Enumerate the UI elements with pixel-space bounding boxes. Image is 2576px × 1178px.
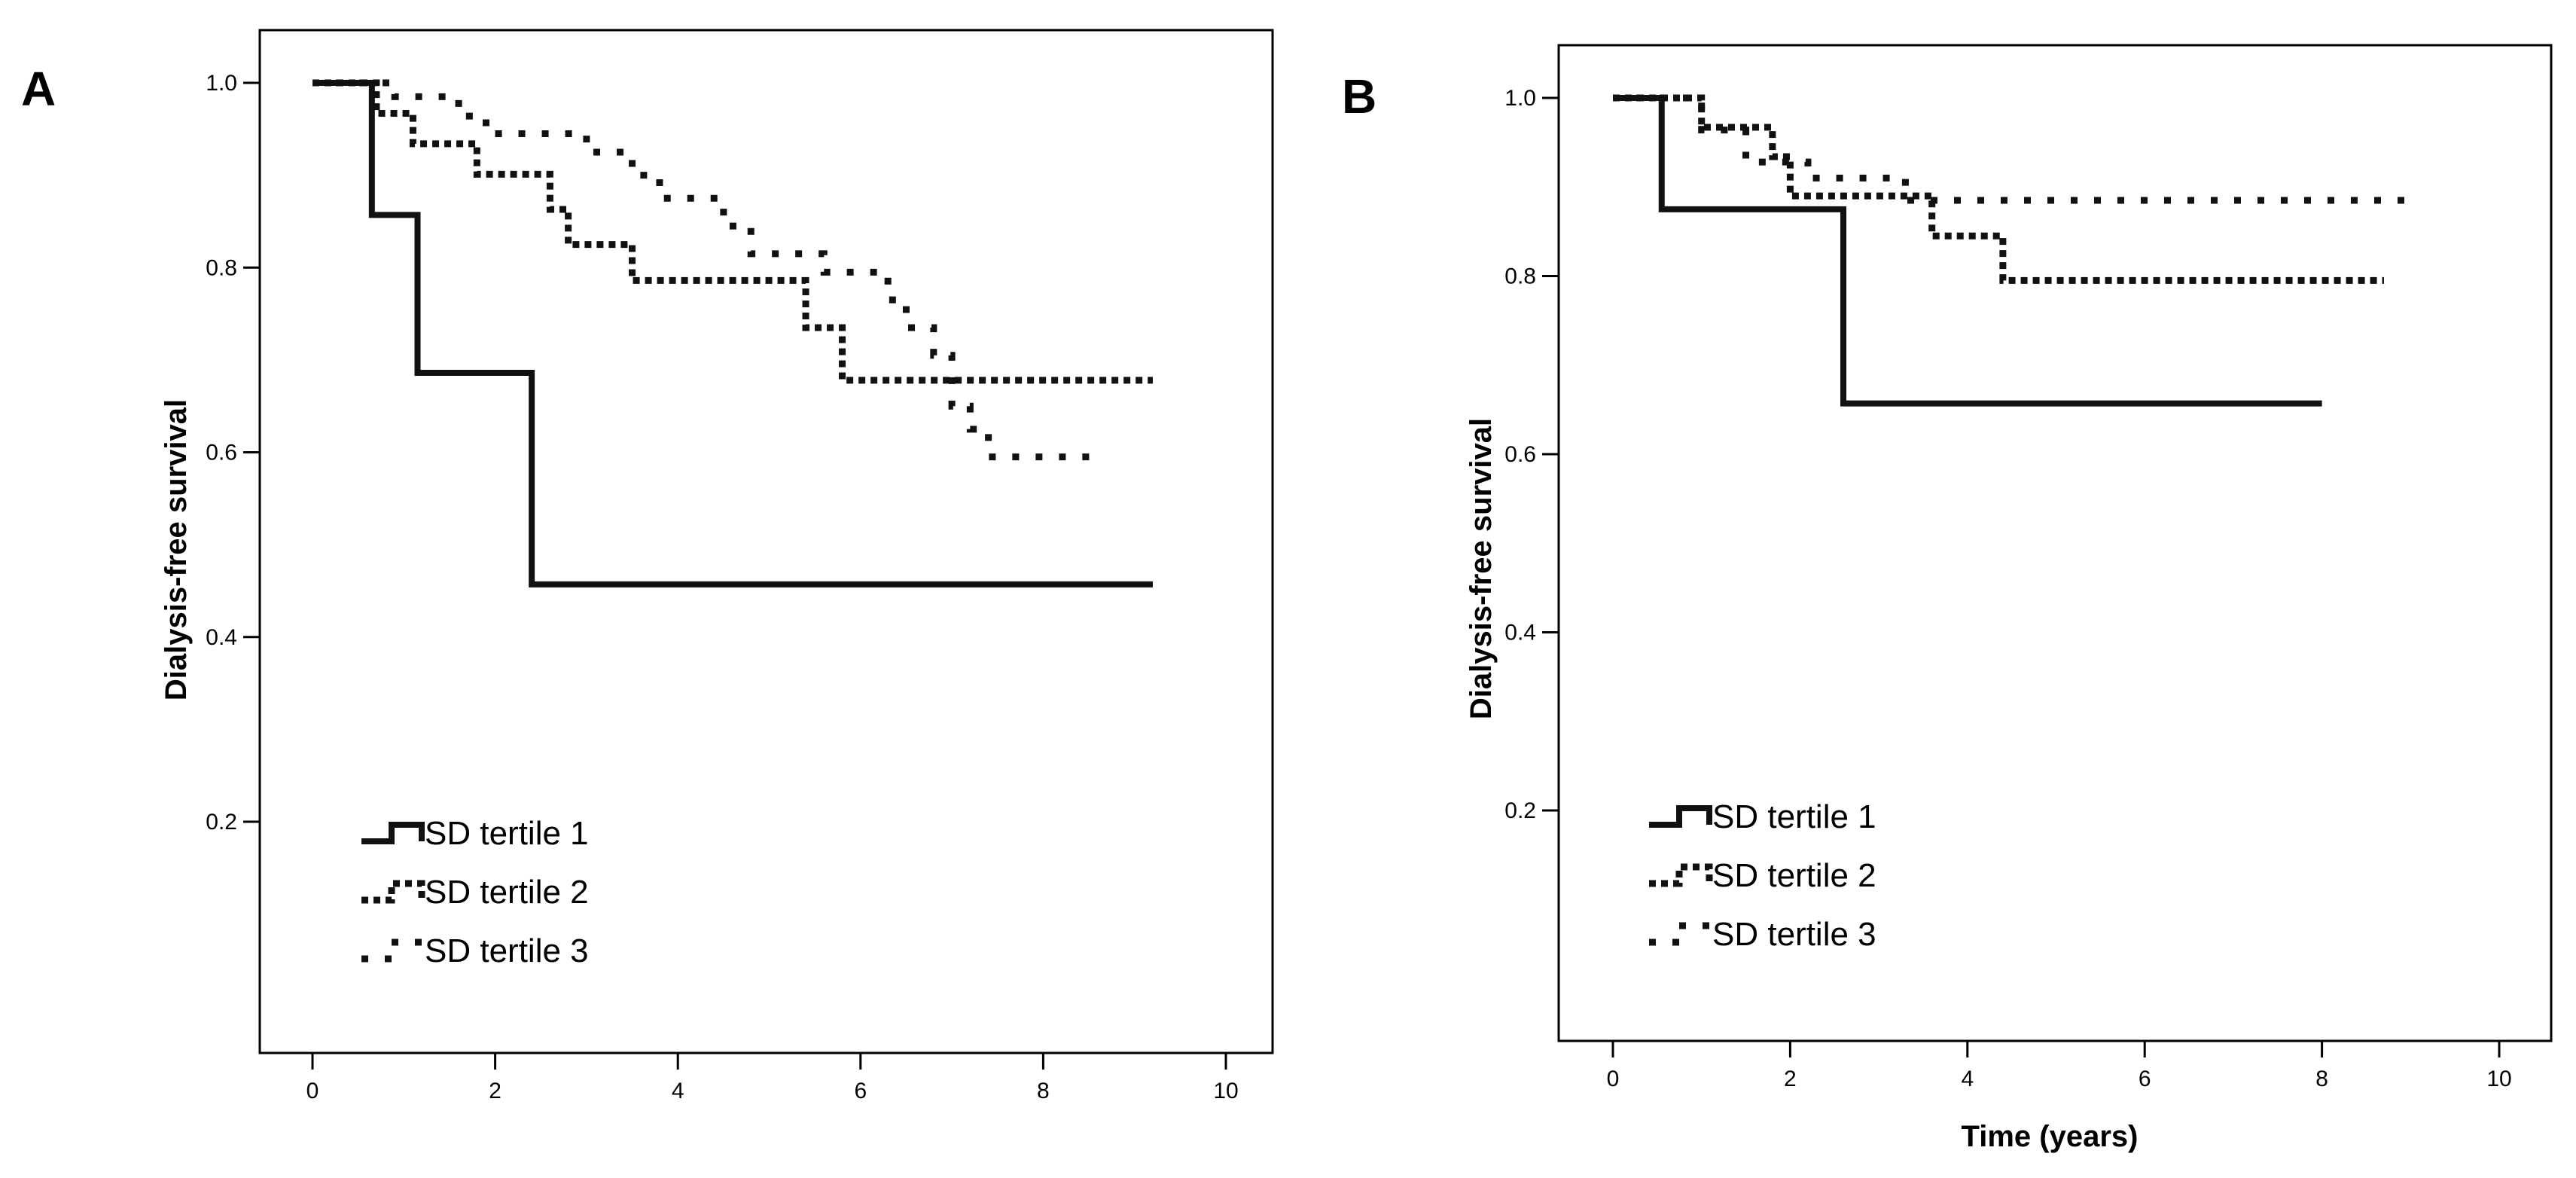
panel-b-y-ticks: 0.2 0.4 0.6 0.8 1.0 — [1504, 86, 1559, 823]
x-tick-label: 10 — [2486, 1067, 2511, 1091]
x-tick-label: 0 — [306, 1079, 319, 1103]
y-tick-label: 1.0 — [1504, 86, 1536, 111]
survival-curve-tertile-3 — [1613, 94, 2411, 204]
x-tick-label: 4 — [672, 1079, 684, 1103]
survival-curve-tertile-3 — [312, 79, 1099, 461]
panel-a-x-ticks: 0 2 4 6 8 10 — [306, 1053, 1239, 1103]
y-tick-label: 0.2 — [1504, 798, 1536, 823]
x-tick-label: 8 — [1037, 1079, 1050, 1103]
legend-label-tertile-2: SD tertile 2 — [1712, 857, 1876, 894]
panel-b-series-group — [1613, 94, 2411, 407]
x-tick-label: 2 — [489, 1079, 501, 1103]
x-tick-label: 2 — [1784, 1067, 1797, 1091]
y-tick-label: 0.4 — [1504, 621, 1536, 645]
panel-b-plot-frame — [1557, 44, 2553, 1042]
y-tick-label: 0.4 — [206, 625, 237, 650]
panel-a-legend: SD tertile 1 SD tertile 2 SD tertile 3 — [361, 815, 589, 969]
x-tick-label: 6 — [2139, 1067, 2151, 1091]
legend-label-tertile-3: SD tertile 3 — [425, 932, 589, 969]
y-tick-label: 0.6 — [1504, 442, 1536, 467]
x-tick-label: 0 — [1607, 1067, 1620, 1091]
panel-a-letter: A — [21, 62, 56, 116]
survival-curve-tertile-1 — [312, 80, 1153, 587]
survival-curve-tertile-2 — [1613, 94, 2384, 284]
y-tick-label: 1.0 — [206, 71, 237, 96]
legend-swatch-tertile-3 — [361, 938, 425, 963]
panel-a: A Dialysis-free survival 0.2 0.4 0.6 0.8 1.0… — [21, 29, 1274, 1103]
legend-label-tertile-1: SD tertile 1 — [425, 815, 589, 852]
panel-a-plot-frame — [258, 29, 1274, 1054]
legend-label-tertile-3: SD tertile 3 — [1712, 916, 1876, 953]
legend-swatch-tertile-3 — [1649, 922, 1713, 946]
legend-swatch-tertile-2 — [361, 880, 425, 904]
panel-b-y-axis-title: Dialysis-free survival — [1465, 418, 1498, 719]
y-tick-label: 0.6 — [206, 441, 237, 465]
x-tick-label: 8 — [2315, 1067, 2328, 1091]
panel-b-x-ticks: 0 2 4 6 8 10 — [1607, 1041, 2512, 1091]
survival-curve-tertile-1 — [1613, 95, 2322, 407]
legend-label-tertile-1: SD tertile 1 — [1712, 798, 1876, 835]
x-tick-label: 6 — [854, 1079, 867, 1103]
survival-curve-tertile-2 — [312, 79, 1153, 384]
panel-b-x-axis-title: Time (years) — [1962, 1120, 2139, 1153]
x-tick-label: 4 — [1961, 1067, 1974, 1091]
panel-b-legend: SD tertile 1 SD tertile 2 SD tertile 3 — [1649, 798, 1876, 953]
y-tick-label: 0.8 — [206, 255, 237, 280]
panel-b: B Dialysis-free survival Time (years) 0.… — [1342, 44, 2553, 1153]
x-tick-label: 10 — [1213, 1079, 1238, 1103]
panel-a-y-ticks: 0.2 0.4 0.6 0.8 1.0 — [206, 71, 260, 835]
panel-a-series-group — [312, 79, 1153, 587]
legend-swatch-tertile-1 — [361, 822, 425, 844]
legend-swatch-tertile-2 — [1649, 863, 1713, 887]
legend-label-tertile-2: SD tertile 2 — [425, 874, 589, 911]
panel-a-y-axis-title: Dialysis-free survival — [160, 399, 193, 700]
y-tick-label: 0.2 — [206, 810, 237, 835]
legend-swatch-tertile-1 — [1649, 805, 1712, 828]
y-tick-label: 0.8 — [1504, 264, 1536, 289]
panel-b-letter: B — [1342, 69, 1376, 124]
